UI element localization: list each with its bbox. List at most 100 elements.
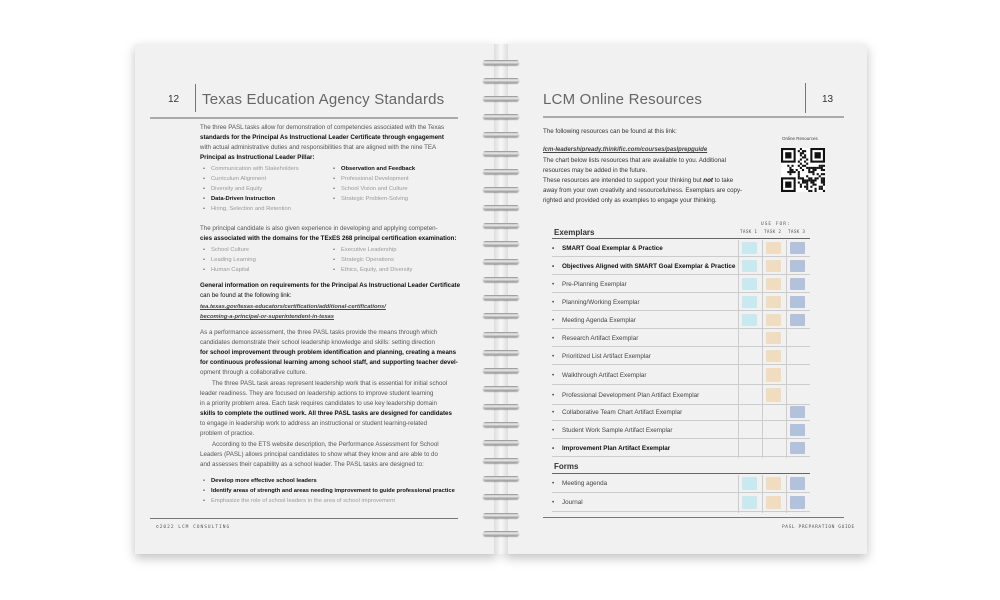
text-line: cies associated with the domains for the… (200, 235, 457, 242)
intro-paragraph: The three PASL tasks allow for demonstra… (200, 123, 444, 163)
spiral-ring (483, 494, 519, 500)
text-line: with actual administrative duties and re… (200, 144, 437, 151)
table-row[interactable]: SMART Goal Exemplar & Practice (552, 240, 810, 257)
text-line: leader readiness. They are focused on le… (200, 390, 434, 397)
resource-label: Prioritized List Artifact Exemplar (552, 353, 651, 360)
resource-label: Walkthrough Artifact Exemplar (552, 372, 646, 379)
table-row[interactable]: Planning/Working Exemplar (552, 294, 810, 311)
task-1-marker (742, 260, 757, 272)
forms-heading: Forms (554, 462, 579, 471)
spiral-ring (483, 367, 519, 373)
domains-paragraph: The principal candidate is also given ex… (200, 224, 457, 244)
footer-text: ©2022 LCM CONSULTING (156, 525, 231, 530)
spiral-ring (483, 60, 519, 65)
table-row[interactable]: Prioritized List Artifact Exemplar (552, 348, 810, 365)
text-line: away from your own creativity and resour… (543, 187, 743, 194)
spiral-ring (483, 96, 519, 102)
resource-label: Research Artifact Exemplar (552, 335, 638, 342)
text-line: As a performance assessment, the three P… (200, 329, 438, 336)
paragraph: The chart below lists resources that are… (543, 156, 742, 206)
resources-link[interactable]: lcm-leadershipready.thinkific.com/course… (543, 147, 708, 153)
spiral-ring (483, 150, 519, 156)
text-line: resources may be added in the future. (543, 167, 648, 174)
divider (543, 116, 844, 118)
text-line: for continuous professional learning amo… (200, 359, 458, 366)
task-1-marker (742, 278, 757, 290)
paragraph: The three PASL task areas represent lead… (200, 379, 452, 439)
list-item: Data-Driven Instruction (203, 194, 299, 204)
page-number: 13 (822, 94, 834, 105)
list-item: Emphasize the role of school leaders in … (203, 496, 455, 506)
page-number: 12 (168, 94, 180, 105)
text-line: candidates demonstrate their school lead… (200, 339, 435, 346)
page-title: Texas Education Agency Standards (202, 91, 445, 108)
table-row[interactable]: Walkthrough Artifact Exemplar (552, 366, 810, 385)
spiral-ring (483, 186, 519, 192)
text-line: for school improvement through problem i… (200, 349, 457, 356)
task-2-marker (766, 296, 781, 308)
task-2-header: TASK 2 (764, 230, 782, 235)
task-2-marker (766, 314, 781, 326)
pillars-list: Communication with StakeholdersCurriculu… (203, 164, 299, 214)
table-row[interactable]: Professional Development Plan Artifact E… (552, 386, 810, 405)
table-row[interactable]: Improvement Plan Artifact Exemplar (552, 440, 810, 457)
list-item: Ethics, Equity, and Diversity (333, 265, 412, 275)
text-line: problem of practice. (200, 430, 255, 437)
task-3-marker (790, 477, 805, 490)
text-line: standards for the Principal As Instructi… (200, 134, 444, 141)
task-3-marker (790, 442, 805, 454)
text-line: Leaders (PASL) allows principal candidat… (200, 451, 438, 458)
column-divider (786, 240, 787, 458)
list-item: Diversity and Equity (203, 184, 299, 194)
divider (150, 117, 458, 119)
task-3-marker (790, 406, 805, 418)
column-divider (786, 475, 787, 513)
resource-label: Professional Development Plan Artifact E… (552, 392, 699, 399)
spiral-ring (483, 78, 519, 84)
resource-label: Objectives Aligned with SMART Goal Exemp… (552, 263, 735, 270)
spiral-ring (483, 277, 519, 283)
text-line: The principal candidate is also given ex… (200, 225, 438, 232)
list-item: Hiring, Selection and Retention (203, 204, 299, 214)
table-row[interactable]: Meeting Agenda Exemplar (552, 312, 810, 329)
tea-link[interactable]: tea.texas.gov/texas-educators/certificat… (200, 302, 386, 322)
table-row[interactable]: Student Work Sample Artifact Exemplar (552, 422, 810, 439)
table-row[interactable]: Collaborative Team Chart Artifact Exempl… (552, 404, 810, 421)
table-row[interactable]: Meeting agenda (552, 475, 810, 493)
spiral-ring (483, 204, 519, 210)
spiral-ring (483, 259, 519, 265)
resource-label: Planning/Working Exemplar (552, 299, 640, 306)
spiral-ring (483, 458, 519, 464)
task-3-marker (790, 314, 805, 326)
list-item: Observation and Feedback (333, 164, 415, 174)
text-line: not (703, 177, 713, 184)
list-item: Communication with Stakeholders (203, 164, 299, 174)
resource-label: Student Work Sample Artifact Exemplar (552, 427, 672, 434)
exemplars-heading: Exemplars (554, 228, 595, 237)
domains-list: Executive LeadershipStrategic Operations… (333, 245, 412, 275)
spiral-ring (483, 241, 519, 246)
spiral-ring (483, 422, 519, 427)
resource-label: Collaborative Team Chart Artifact Exempl… (552, 409, 682, 416)
qr-code[interactable] (781, 148, 825, 192)
list-item: Professional Development (333, 174, 415, 184)
task-2-marker (766, 350, 781, 362)
pillars-list: Observation and FeedbackProfessional Dev… (333, 164, 415, 204)
spiral-ring (483, 476, 519, 482)
list-item: Curriculum Alignment (203, 174, 299, 184)
list-item: Strategic Problem-Solving (333, 194, 415, 204)
footer-divider (150, 518, 458, 519)
task-3-marker (790, 496, 805, 509)
table-row[interactable]: Journal (552, 494, 810, 512)
resource-label: Pre-Planning Exemplar (552, 281, 627, 288)
column-divider (762, 475, 763, 513)
table-row[interactable]: Pre-Planning Exemplar (552, 276, 810, 293)
domains-list: School CultureLeading LearningHuman Capi… (203, 245, 256, 275)
spiral-ring (483, 403, 519, 409)
page-title: LCM Online Resources (543, 91, 703, 108)
resource-label: Journal (552, 499, 583, 506)
text-line: Principal as Instructional Leader Pillar… (200, 154, 315, 161)
table-row[interactable]: Research Artifact Exemplar (552, 330, 810, 347)
table-row[interactable]: Objectives Aligned with SMART Goal Exemp… (552, 258, 810, 275)
spiral-ring (483, 349, 519, 355)
